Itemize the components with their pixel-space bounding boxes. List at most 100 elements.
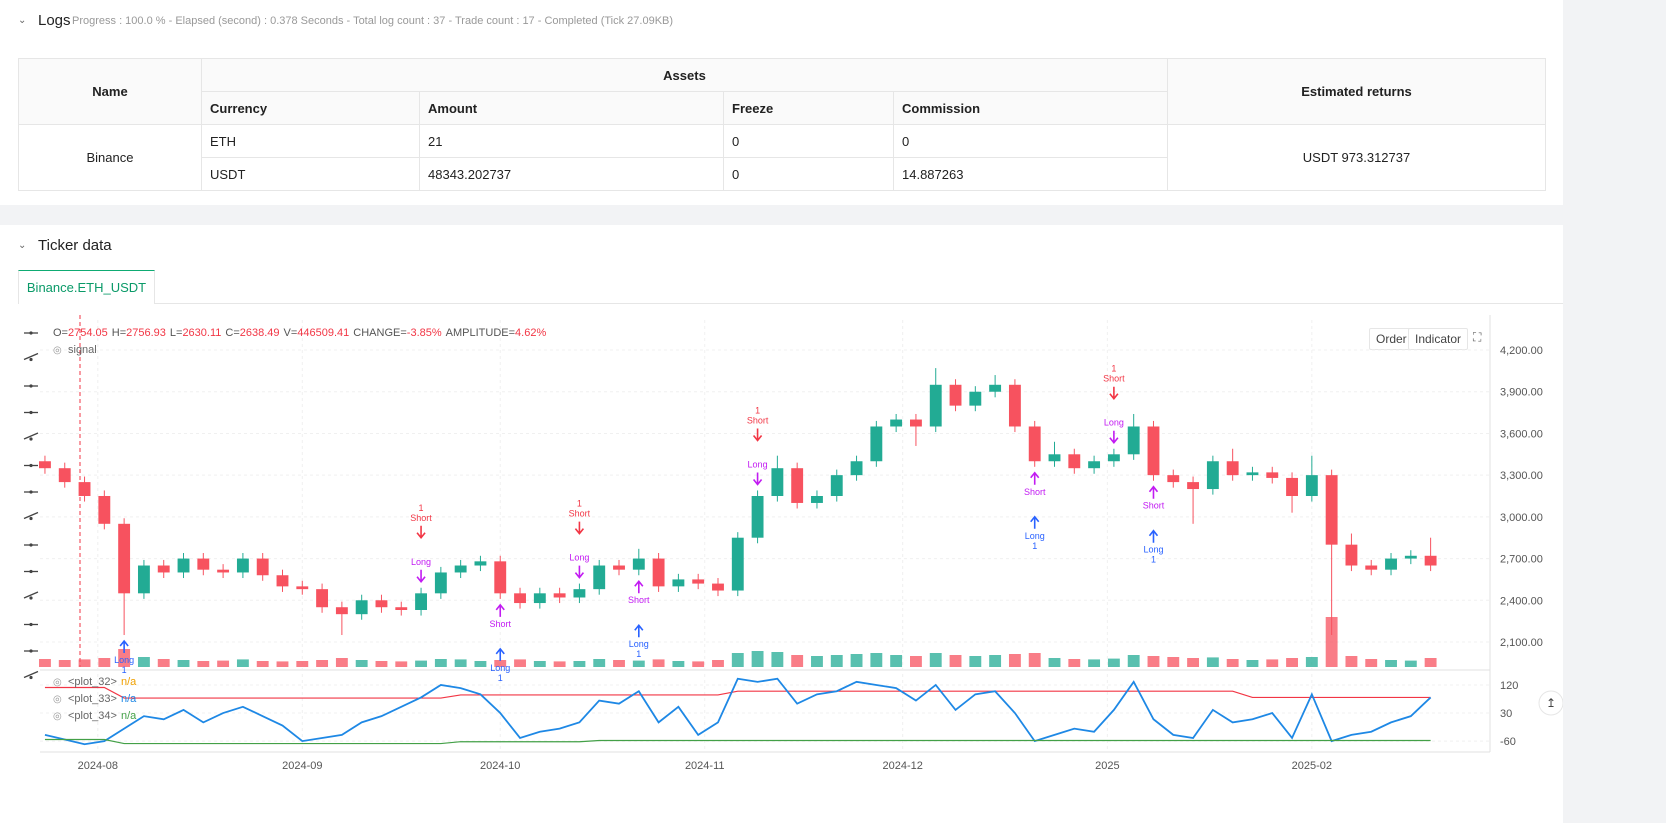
tool-icon[interactable] xyxy=(23,511,39,520)
y-tick-label: 3,300.00 xyxy=(1500,470,1543,482)
tool-icon[interactable] xyxy=(29,622,33,627)
eye-icon[interactable]: ◎ xyxy=(53,677,62,688)
collapse-icon[interactable]: ⌄ xyxy=(18,240,27,251)
candle-body xyxy=(692,579,705,584)
candle-body xyxy=(1147,426,1160,476)
info-value: 4.62% xyxy=(515,327,546,339)
candle-body xyxy=(157,565,170,573)
info-value: 2638.49 xyxy=(240,327,280,339)
candle-body xyxy=(1008,384,1021,427)
volume-bar xyxy=(78,659,91,667)
tool-icon[interactable] xyxy=(29,675,33,680)
tool-icon[interactable] xyxy=(29,463,33,468)
candle-body xyxy=(454,565,467,573)
candle-body xyxy=(118,523,131,594)
legend-name: <plot_34> xyxy=(68,710,117,722)
y-tick-label: 3,900.00 xyxy=(1500,387,1543,399)
tool-icon[interactable] xyxy=(29,331,33,335)
indicator-button[interactable]: Indicator xyxy=(1408,328,1469,350)
signal-arrow xyxy=(634,579,644,594)
signal-arrow xyxy=(1148,529,1159,543)
candle-body xyxy=(1226,461,1239,476)
cell: USDT 973.312737 xyxy=(1167,124,1546,191)
tool-icon[interactable] xyxy=(23,432,39,440)
volume-bar xyxy=(811,656,823,667)
volume-bar xyxy=(1345,656,1358,667)
signal-arrow xyxy=(119,639,129,654)
candle-body xyxy=(296,586,309,590)
volume-bar xyxy=(989,655,1002,667)
tool-icon[interactable] xyxy=(29,437,33,441)
candle-body xyxy=(58,468,71,483)
candle-body xyxy=(1048,454,1061,462)
tool-icon[interactable] xyxy=(29,516,33,521)
scroll-button[interactable] xyxy=(1538,690,1563,716)
scroll-icon[interactable]: ↥ xyxy=(1546,696,1556,710)
signal-label: Short xyxy=(1143,501,1165,511)
signal-note: 1 xyxy=(122,665,127,675)
eye-icon[interactable]: ◎ xyxy=(53,711,62,722)
header-cell: Commission xyxy=(893,91,1168,125)
signal-arrow xyxy=(574,521,585,535)
volume-bar xyxy=(1404,660,1417,667)
collapse-icon[interactable]: ⌄ xyxy=(18,15,27,26)
header-cell: Freeze xyxy=(723,91,894,125)
x-tick-label: 2025-02 xyxy=(1292,760,1332,772)
tool-icon[interactable] xyxy=(23,670,39,679)
volume-bar xyxy=(217,660,230,667)
candle-body xyxy=(712,583,724,591)
signal-note: 1 xyxy=(1111,364,1116,374)
indicator-line xyxy=(44,677,1432,746)
tool-icon[interactable] xyxy=(29,357,33,362)
candle-body xyxy=(316,589,329,608)
eye-icon[interactable]: ◎ xyxy=(53,345,62,356)
signal-arrow xyxy=(416,569,426,584)
candle-body xyxy=(276,575,289,587)
volume-bar xyxy=(58,660,71,667)
signal-arrow xyxy=(1030,515,1040,529)
volume-bar xyxy=(692,661,705,667)
volume-bar xyxy=(39,659,51,667)
indicator-line xyxy=(44,738,1431,745)
volume-bar xyxy=(335,658,348,667)
y-tick-label: 3,600.00 xyxy=(1500,428,1543,440)
tool-icon[interactable] xyxy=(29,384,33,388)
tool-icon[interactable] xyxy=(29,490,33,494)
order-button[interactable]: Order xyxy=(1369,328,1414,350)
tool-icon[interactable] xyxy=(29,649,33,653)
signal-arrow xyxy=(752,428,763,442)
x-tick-label: 2024-10 xyxy=(480,760,520,772)
volume-bar xyxy=(415,660,427,667)
info-key: L= xyxy=(170,327,183,339)
tool-icon[interactable] xyxy=(29,569,33,574)
tool-icon[interactable] xyxy=(23,352,39,361)
volume-bar xyxy=(890,655,903,667)
tool-icon[interactable] xyxy=(23,591,39,599)
tool-icon[interactable] xyxy=(29,596,33,600)
signal-label: Short xyxy=(1024,487,1046,497)
candle-body xyxy=(375,600,388,608)
x-tick-label: 2025 xyxy=(1095,760,1119,772)
tab[interactable]: Binance.ETH_USDT xyxy=(18,270,155,304)
tab-rule xyxy=(18,303,1563,304)
signal-label: Long xyxy=(569,553,589,563)
volume-bar xyxy=(672,661,685,667)
info-key: AMPLITUDE= xyxy=(446,327,515,339)
x-tick-label: 2024-09 xyxy=(282,760,322,772)
tool-icon[interactable] xyxy=(29,410,33,415)
volume-bar xyxy=(632,660,645,667)
candle-body xyxy=(197,558,210,570)
y2-tick-label: 120 xyxy=(1500,680,1518,692)
eye-icon[interactable]: ◎ xyxy=(53,694,62,705)
candle-body xyxy=(1107,454,1120,462)
y-tick-label: 4,200.00 xyxy=(1500,345,1543,357)
signal-arrow xyxy=(1109,430,1119,445)
signal-arrow xyxy=(495,603,505,617)
volume-bar xyxy=(652,659,665,667)
fullscreen-icon[interactable]: ⛶ xyxy=(1472,330,1482,344)
signal-label: Long xyxy=(114,655,134,665)
signal-label: Long xyxy=(411,557,431,567)
tool-icon[interactable] xyxy=(29,543,33,547)
candle-body xyxy=(652,558,665,587)
header-cell: Amount xyxy=(419,91,724,125)
